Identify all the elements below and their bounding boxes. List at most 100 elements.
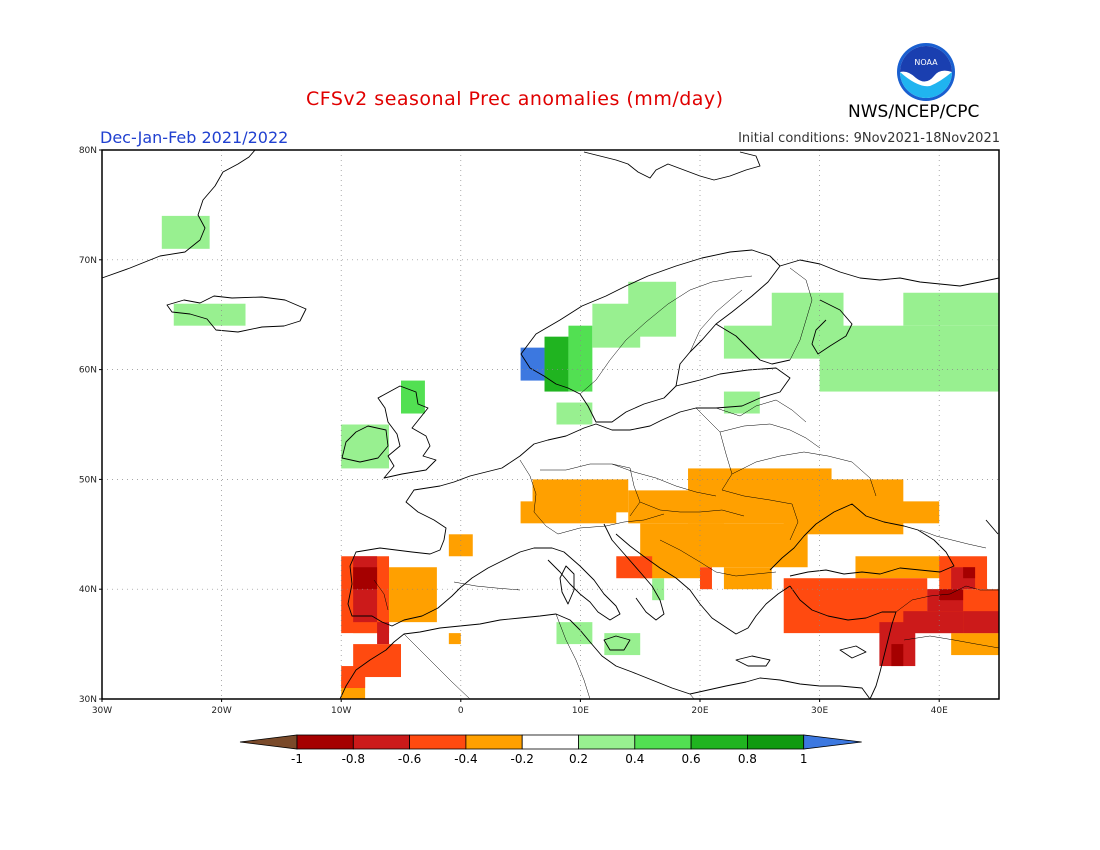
colorbar-label: -0.6 (398, 752, 421, 766)
border-norway-sweden (579, 275, 753, 395)
anomaly-cell (377, 622, 390, 645)
anomaly-cell (556, 622, 593, 645)
anomaly-cell (604, 633, 641, 656)
anomaly-cell (161, 215, 210, 249)
border-belarus (719, 423, 821, 449)
initial-conditions-label: Initial conditions: 9Nov2021-18Nov2021 (738, 131, 1000, 146)
border-germany (540, 463, 641, 517)
border-hungary (639, 501, 745, 517)
anomaly-cell (951, 633, 999, 656)
border-turkey-east (895, 585, 999, 613)
colorbar-label: -0.8 (342, 752, 365, 766)
anomaly-cell (891, 644, 904, 667)
colorbar-label: -0.2 (510, 752, 533, 766)
lat-tick-label: 30N (79, 695, 97, 705)
lon-tick-label: 40E (931, 706, 948, 716)
anomaly-cell (652, 578, 665, 601)
coast-greenland (101, 149, 256, 279)
anomaly-cell (723, 567, 772, 590)
lon-tick-label: 10W (331, 706, 351, 716)
lat-tick-label: 40N (79, 585, 97, 595)
coast-white-sea (811, 299, 853, 355)
border-ukraine (731, 451, 877, 497)
colorbar-swatch (690, 734, 748, 750)
border-caucasus (919, 529, 987, 549)
colorbar-swatch (634, 734, 692, 750)
anomaly-cell (544, 336, 569, 392)
anomaly-cell (700, 567, 712, 590)
coast-adriatic (615, 533, 791, 635)
coast-iceland (166, 295, 307, 333)
coast-sicily (603, 635, 631, 651)
anomaly-cell (616, 556, 653, 579)
coast-italy-east (603, 523, 665, 621)
anomaly-cell (520, 347, 545, 381)
coast-corsica-sardinia (559, 565, 575, 605)
border-alps (557, 513, 665, 535)
anomaly-cell (903, 292, 999, 326)
anomaly-cell (963, 567, 976, 579)
border-france-east (519, 459, 559, 535)
anomaly-cell (448, 633, 461, 645)
colorbar-swatch (296, 734, 354, 750)
anomaly-cells (161, 215, 999, 699)
coast-turkey-south (789, 585, 896, 621)
border-baltic-states (715, 399, 807, 423)
coast-continent (347, 423, 630, 627)
anomaly-cell (341, 424, 390, 469)
anomaly-cell (341, 666, 366, 689)
colorbar-swatch (747, 734, 805, 750)
coast-svalbard (583, 151, 761, 181)
lat-tick-label: 50N (79, 475, 97, 485)
border-czech (611, 463, 717, 497)
agency-label: NWS/NCEP/CPC (848, 102, 980, 122)
colorbar-label: 1 (800, 752, 808, 766)
lon-tick-label: 30W (92, 706, 112, 716)
coast-cyprus (839, 645, 867, 659)
coast-arctic-russia (779, 259, 1000, 287)
lat-tick-label: 80N (79, 146, 97, 156)
lat-tick-label: 70N (79, 256, 97, 266)
coast-blacksea (769, 503, 955, 577)
anomaly-cell (891, 501, 940, 524)
anomaly-cell (628, 281, 677, 337)
colorbar-label: -0.4 (454, 752, 477, 766)
noaa-logo-text: NOAA (914, 58, 938, 67)
colorbar-label: 0.4 (625, 752, 644, 766)
coastlines (101, 149, 1000, 700)
anomaly-cell (401, 380, 425, 414)
colorbar-arrow-left (239, 734, 298, 750)
coast-crete (735, 655, 771, 667)
lon-tick-label: 0 (458, 706, 464, 716)
colorbar-swatch (578, 734, 636, 750)
border-syria-iraq (903, 635, 1000, 649)
colorbar-swatch (409, 734, 467, 750)
anomaly-cell (723, 391, 760, 414)
map-frame (101, 149, 1000, 700)
border-russia-finland (789, 267, 813, 361)
colorbar: -1 -0.8 -0.6 -0.4 -0.2 0.2 0.4 0.6 0.8 1 (239, 734, 862, 766)
border-sweden-finland (689, 289, 743, 353)
anomaly-cell (855, 556, 952, 579)
lon-tick-label: 20W (211, 706, 231, 716)
border-portugal (373, 579, 389, 611)
lon-tick-label: 20E (691, 706, 708, 716)
anomaly-cell (173, 303, 246, 326)
coast-caspian (985, 519, 999, 535)
colorbar-swatch (352, 734, 410, 750)
lon-tick-label: 30E (811, 706, 828, 716)
colorbar-swatch (465, 734, 523, 750)
coast-north-africa (339, 613, 871, 700)
map-title: CFSv2 seasonal Prec anomalies (mm/day) (306, 88, 724, 110)
border-romania (721, 489, 799, 541)
anomaly-cell (520, 501, 617, 524)
country-borders (373, 267, 1000, 700)
anomaly-cell (939, 589, 964, 601)
anomaly-cell (963, 611, 999, 634)
anomaly-cell (353, 567, 378, 590)
coast-ireland (341, 425, 389, 463)
lat-tick-label: 60N (79, 366, 97, 376)
colorbar-label: 0.2 (569, 752, 588, 766)
anomaly-cell (556, 402, 593, 425)
